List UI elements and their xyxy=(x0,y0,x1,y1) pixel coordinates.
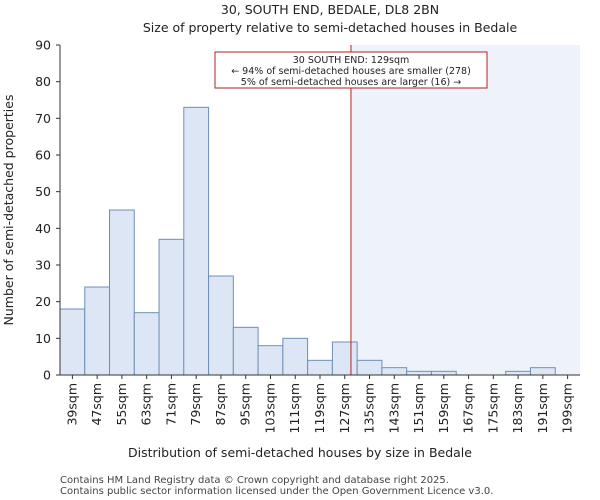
x-tick-label: 143sqm xyxy=(386,383,401,433)
x-tick-label: 151sqm xyxy=(411,383,426,433)
bar xyxy=(257,345,284,376)
x-tick-label: 119sqm xyxy=(312,383,327,433)
y-tick-label: 30 xyxy=(35,258,51,273)
bar xyxy=(430,370,457,376)
plot-background xyxy=(350,45,580,375)
annotation-title: 30 SOUTH END: 129sqm xyxy=(293,55,410,66)
x-tick-label: 111sqm xyxy=(287,383,302,433)
y-tick-label: 80 xyxy=(35,74,51,89)
bar xyxy=(406,370,432,376)
annotation-smaller: ← 94% of semi-detached houses are smalle… xyxy=(231,66,471,77)
bar xyxy=(529,367,556,376)
bar xyxy=(381,367,408,376)
y-tick-label: 70 xyxy=(35,111,51,126)
y-tick-label: 0 xyxy=(43,368,51,383)
x-tick-label: 175sqm xyxy=(485,383,500,433)
highlight-region xyxy=(350,45,580,375)
x-tick-label: 167sqm xyxy=(461,383,476,433)
x-tick-label: 159sqm xyxy=(436,383,451,433)
marker-annotation: 30 SOUTH END: 129sqm ← 94% of semi-detac… xyxy=(214,51,488,89)
bar xyxy=(331,341,358,376)
y-tick-label: 20 xyxy=(35,294,51,309)
bar xyxy=(183,106,210,376)
footer-line-1: Contains HM Land Registry data © Crown c… xyxy=(60,475,449,486)
bar xyxy=(356,359,383,376)
x-axis-label: Distribution of semi-detached houses by … xyxy=(128,445,472,460)
bar xyxy=(282,337,309,376)
x-tick-label: 71sqm xyxy=(163,383,178,426)
bar xyxy=(158,238,185,376)
x-tick-label: 127sqm xyxy=(337,383,352,433)
x-tick-label: 39sqm xyxy=(64,383,79,426)
annotation-larger: 5% of semi-detached houses are larger (1… xyxy=(241,77,461,88)
y-tick-label: 90 xyxy=(35,38,51,53)
bar xyxy=(208,275,234,376)
x-tick-label: 199sqm xyxy=(560,383,575,433)
x-tick-label: 47sqm xyxy=(89,383,104,426)
chart-title: 30, SOUTH END, BEDALE, DL8 2BN xyxy=(221,2,439,17)
bar xyxy=(505,370,531,376)
annotation-box xyxy=(214,51,488,89)
bar xyxy=(84,286,111,376)
chart-subtitle: Size of property relative to semi-detach… xyxy=(143,20,518,35)
bar xyxy=(232,326,259,376)
x-tick-label: 95sqm xyxy=(238,383,253,426)
y-tick-label: 10 xyxy=(35,331,51,346)
y-tick-label: 50 xyxy=(35,184,51,199)
x-tick-label: 191sqm xyxy=(535,383,550,433)
x-tick-label: 87sqm xyxy=(213,383,228,426)
bar xyxy=(307,359,333,376)
y-ticks: 0 10 20 30 40 50 60 70 80 90 xyxy=(35,38,60,383)
y-axis-label: Number of semi-detached properties xyxy=(1,95,16,326)
y-tick-label: 60 xyxy=(35,148,51,163)
x-tick-label: 183sqm xyxy=(510,383,525,433)
x-tick-label: 103sqm xyxy=(262,383,277,433)
bar xyxy=(133,312,160,376)
y-tick-label: 40 xyxy=(35,221,51,236)
footer-line-2: Contains public sector information licen… xyxy=(60,486,493,497)
x-ticks: 39sqm 47sqm 55sqm 63sqm 71sqm 79sqm 87sqm 95sqm… xyxy=(64,375,575,433)
bars xyxy=(59,106,556,376)
x-tick-label: 55sqm xyxy=(114,383,129,426)
x-tick-label: 135sqm xyxy=(362,383,377,433)
bar xyxy=(109,209,135,376)
x-tick-label: 79sqm xyxy=(188,383,203,426)
bar xyxy=(59,308,86,376)
x-tick-label: 63sqm xyxy=(139,383,154,426)
